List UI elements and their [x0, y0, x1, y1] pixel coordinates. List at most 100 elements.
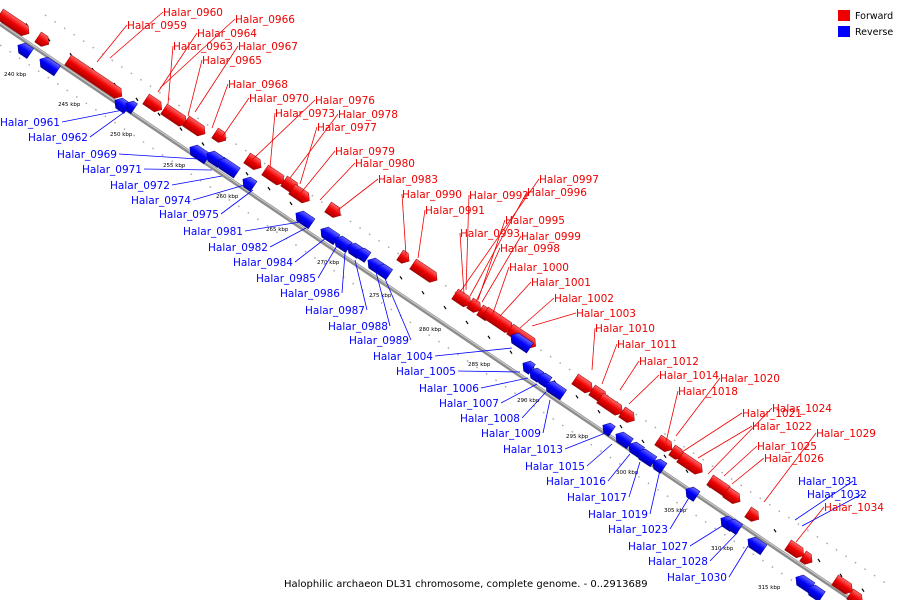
reverse-gene-feature — [726, 518, 743, 535]
reverse-gene-label: Halar_1005 — [396, 366, 456, 378]
forward-gene-label: Halar_1021 — [742, 408, 802, 420]
forward-gene-label: Halar_1022 — [752, 421, 812, 433]
reverse-gene-label: Halar_0974 — [131, 195, 191, 207]
backbone-tick — [201, 142, 205, 146]
reverse-gene-label: Halar_0989 — [349, 335, 409, 347]
reverse-gene-label: Halar_0984 — [233, 257, 293, 269]
forward-gene-feature — [182, 115, 206, 137]
backbone-tick — [685, 469, 689, 474]
forward-label-leader — [697, 425, 753, 459]
forward-gene-label: Halar_0980 — [355, 158, 415, 170]
backbone-tick — [487, 335, 491, 340]
forward-gene-label: Halar_0999 — [521, 231, 581, 243]
legend-forward-swatch — [838, 10, 850, 21]
forward-label-leader — [531, 312, 577, 327]
reverse-gene-feature — [652, 458, 668, 474]
reverse-gene-label: Halar_1013 — [503, 444, 563, 456]
reverse-label-leader — [220, 189, 254, 215]
reverse-label-leader — [61, 109, 124, 123]
forward-gene-feature — [0, 8, 30, 37]
scale-tick-label: 280 kbp — [419, 327, 442, 333]
reverse-gene-feature — [125, 100, 138, 115]
backbone-tick — [575, 394, 579, 399]
backbone-tick — [443, 305, 447, 310]
backbone-tick — [135, 97, 139, 102]
forward-gene-label: Halar_1011 — [617, 339, 677, 351]
reverse-label-leader — [118, 153, 199, 160]
backbone-tick — [839, 573, 843, 578]
forward-label-leader — [723, 445, 758, 477]
forward-gene-label: Halar_0960 — [163, 7, 223, 19]
forward-label-leader — [289, 113, 339, 179]
backbone-tick — [663, 454, 667, 459]
forward-label-leader — [299, 126, 318, 185]
backbone-tick — [289, 201, 293, 206]
reverse-label-leader — [480, 377, 529, 389]
forward-label-leader — [763, 432, 817, 503]
forward-gene-feature — [654, 434, 673, 452]
forward-label-leader — [96, 24, 128, 63]
reverse-gene-label: Halar_1027 — [628, 541, 688, 553]
scale-tick-label: 295 kbp — [566, 434, 589, 440]
forward-label-leader — [269, 112, 276, 169]
reverse-gene-feature — [217, 157, 241, 179]
forward-label-leader — [665, 390, 679, 443]
reverse-gene-label: Halar_1032 — [807, 489, 867, 501]
forward-gene-label: Halar_0976 — [315, 95, 375, 107]
scale-tick-label: 300 kbp — [616, 470, 639, 476]
scale-tick-label: 240 kbp — [4, 72, 27, 78]
forward-gene-label: Halar_0993 — [460, 228, 520, 240]
reverse-label-leader — [244, 221, 301, 232]
forward-label-leader — [319, 162, 356, 201]
forward-gene-label: Halar_0977 — [317, 122, 377, 134]
reverse-gene-label: Halar_0988 — [328, 321, 388, 333]
forward-gene-feature — [261, 164, 285, 186]
forward-label-leader — [157, 32, 198, 93]
chromosome-backbone-highlight — [0, 22, 855, 600]
reverse-gene-feature — [510, 332, 534, 354]
reverse-label-leader — [374, 267, 391, 327]
forward-gene-label: Halar_1014 — [659, 370, 719, 382]
forward-gene-label: Halar_1025 — [757, 441, 817, 453]
reverse-gene-label: Halar_1017 — [567, 492, 627, 504]
reverse-gene-label: Halar_1015 — [525, 461, 585, 473]
backbone-tick — [465, 320, 469, 325]
legend-reverse-label: Reverse — [855, 27, 893, 38]
reverse-track-guide — [0, 44, 823, 600]
forward-label-leader — [469, 191, 528, 297]
reverse-gene-label: Halar_0981 — [183, 226, 243, 238]
forward-gene-feature — [142, 93, 163, 113]
backbone-tick — [597, 409, 601, 414]
forward-gene-feature — [831, 574, 853, 595]
forward-label-leader — [299, 150, 336, 195]
reverse-label-leader — [434, 347, 513, 357]
reverse-label-leader — [709, 531, 739, 562]
forward-gene-label: Halar_0966 — [235, 14, 295, 26]
reverse-label-leader — [564, 431, 609, 450]
backbone-tick — [641, 439, 645, 444]
forward-label-leader — [109, 11, 164, 59]
scale-tick-label: 285 kbp — [468, 362, 491, 368]
backbone-tick — [179, 127, 183, 131]
scale-tick-label: 305 kbp — [664, 508, 687, 514]
scale-tick-label: 265 kbp — [266, 227, 289, 233]
forward-gene-label: Halar_1018 — [678, 386, 738, 398]
forward-label-leader — [707, 407, 773, 475]
forward-gene-label: Halar_0979 — [335, 146, 395, 158]
reverse-gene-feature — [545, 380, 567, 401]
forward-label-leader — [601, 343, 618, 385]
reverse-gene-label: Halar_0962 — [28, 132, 88, 144]
forward-gene-label: Halar_0991 — [425, 205, 485, 217]
forward-label-leader — [795, 506, 825, 543]
forward-gene-label: Halar_0978 — [338, 109, 398, 121]
reverse-label-leader — [294, 237, 327, 263]
forward-gene-label: Halar_1012 — [639, 356, 699, 368]
forward-gene-feature — [451, 288, 472, 308]
reverse-gene-label: Halar_1008 — [460, 413, 520, 425]
reverse-label-leader — [689, 525, 723, 547]
forward-gene-feature — [618, 406, 635, 423]
forward-label-leader — [628, 374, 660, 405]
backbone-tick — [509, 350, 513, 355]
